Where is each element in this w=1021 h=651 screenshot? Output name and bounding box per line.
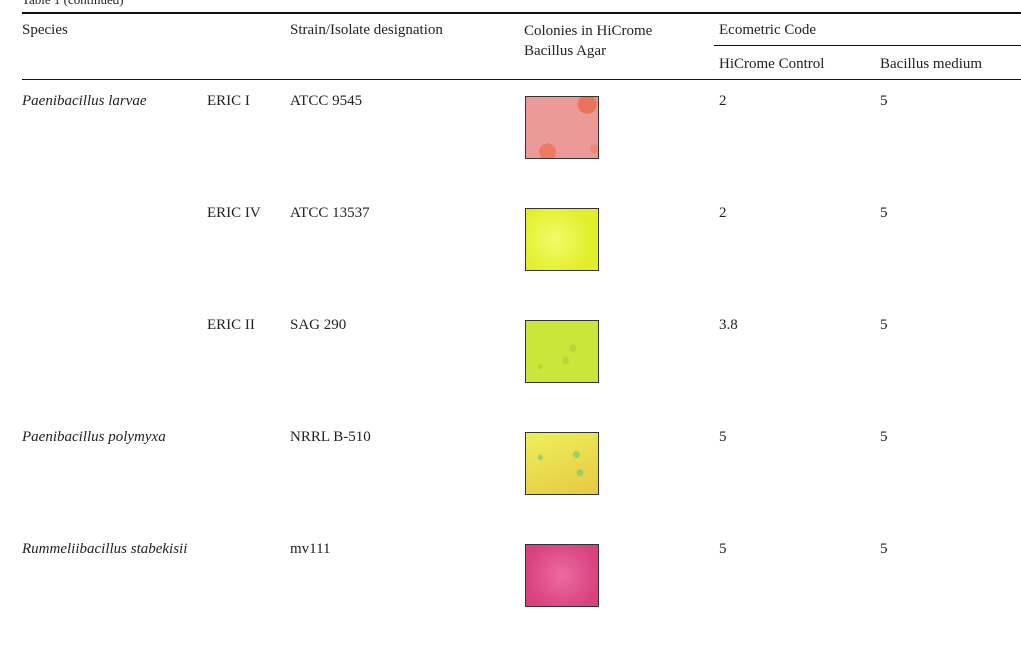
table-caption: Table 1 (continued) xyxy=(22,0,124,9)
hicrome-control-cell: 3.8 xyxy=(719,317,738,333)
hicrome-control-cell: 2 xyxy=(719,93,727,109)
hicrome-control-cell: 5 xyxy=(719,429,727,445)
species-cell: Rummeliibacillus stabekisii xyxy=(22,541,188,557)
top-rule xyxy=(22,12,1021,14)
strain-cell: ATCC 9545 xyxy=(290,93,363,109)
bacillus-medium-cell: 5 xyxy=(880,429,888,445)
species-cell: Paenibacillus polymyxa xyxy=(22,429,166,445)
colony-image xyxy=(525,96,599,159)
colony-image xyxy=(525,544,599,607)
subheader-cell: HiCrome Control xyxy=(719,56,825,72)
header-cell: Ecometric Code xyxy=(719,22,817,38)
bacillus-medium-cell: 5 xyxy=(880,93,888,109)
strain-cell: ATCC 13537 xyxy=(290,205,370,221)
header-rule xyxy=(22,79,1021,80)
group-rule xyxy=(714,45,1021,46)
colony-image xyxy=(525,432,599,495)
variant-cell: ERIC I xyxy=(207,93,250,109)
bacillus-medium-cell: 5 xyxy=(880,205,888,221)
hicrome-control-cell: 5 xyxy=(719,541,727,557)
header-cell: Species xyxy=(22,22,68,38)
hicrome-control-cell: 2 xyxy=(719,205,727,221)
variant-cell: ERIC IV xyxy=(207,205,261,221)
bacillus-medium-cell: 5 xyxy=(880,541,888,557)
species-cell: Paenibacillus larvae xyxy=(22,93,147,109)
bacillus-medium-cell: 5 xyxy=(880,317,888,333)
strain-cell: NRRL B-510 xyxy=(290,429,371,445)
header-cell: Strain/Isolate designation xyxy=(290,22,443,38)
colony-image xyxy=(525,320,599,383)
colony-image xyxy=(525,208,599,271)
header-cell: Colonies in HiCrome Bacillus Agar xyxy=(524,23,653,59)
strain-cell: mv111 xyxy=(290,541,331,557)
variant-cell: ERIC II xyxy=(207,317,255,333)
strain-cell: SAG 290 xyxy=(290,317,347,333)
subheader-cell: Bacillus medium xyxy=(880,56,983,72)
